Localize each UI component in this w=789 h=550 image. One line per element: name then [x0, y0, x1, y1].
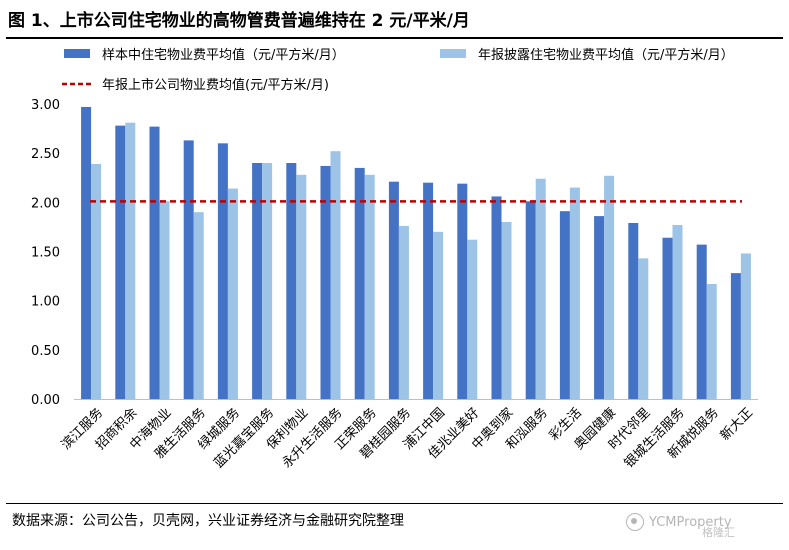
y-tick-label: 0.50 [31, 344, 60, 359]
bar-sample-average [183, 140, 194, 399]
watermark-text: YCMProperty [649, 514, 732, 530]
bar-sample-average [730, 273, 741, 399]
y-tick-label: 1.50 [31, 246, 60, 261]
legend-series-sample-swatch [64, 49, 90, 58]
bar-annual-report-average [296, 174, 307, 399]
bar-annual-report-average [159, 201, 170, 399]
bar-sample-average [320, 165, 331, 399]
bar-annual-report-average [364, 174, 375, 399]
bar-annual-report-average [569, 187, 580, 399]
bar-sample-average [628, 222, 639, 399]
bar-annual-report-average [262, 163, 273, 399]
x-category-label: 新大正 [717, 405, 756, 444]
figure-title: 图 1、上市公司住宅物业的高物管费普遍维持在 2 元/平米/月 [8, 11, 470, 31]
legend-series-annual-report-label: 年报披露住宅物业费平均值（元/平方米/月） [478, 47, 734, 63]
bar-sample-average [115, 125, 126, 399]
bar-sample-average [217, 143, 228, 399]
y-tick-label: 0.00 [31, 393, 60, 408]
bar-sample-average [525, 201, 536, 399]
bar-sample-average [696, 244, 707, 399]
wechat-icon [626, 513, 644, 531]
legend-series-annual-report-swatch [440, 49, 466, 58]
source-divider [6, 503, 783, 504]
y-tick-label: 3.00 [31, 98, 60, 113]
bar-annual-report-average [433, 231, 444, 399]
bar-sample-average [457, 183, 468, 399]
bar-sample-average [252, 163, 263, 399]
bar-sample-average [286, 163, 297, 399]
bar-sample-average [149, 126, 160, 399]
bar-annual-report-average [330, 151, 341, 399]
y-tick-label: 2.00 [31, 196, 60, 211]
data-source-note: 数据来源：公司公告，贝壳网，兴业证券经济与金融研究院整理 [12, 513, 404, 529]
bar-sample-average [594, 216, 605, 399]
bar-sample-average [491, 196, 502, 399]
bar-annual-report-average [672, 224, 683, 399]
bar-sample-average [662, 237, 673, 399]
legend-series-sample-label: 样本中住宅物业费平均值（元/平方米/月） [102, 47, 345, 63]
bar-sample-average [388, 181, 399, 399]
y-tick-label: 2.50 [31, 147, 60, 162]
bar-annual-report-average [740, 253, 751, 399]
bar-annual-report-average [706, 283, 717, 399]
y-tick-label: 1.00 [31, 295, 60, 310]
watermark: YCMProperty 格隆汇 [626, 510, 735, 539]
bar-annual-report-average [535, 178, 546, 399]
bar-sample-average [354, 167, 365, 399]
bar-annual-report-average [638, 258, 649, 399]
bar-annual-report-average [604, 175, 615, 399]
title-divider [6, 37, 783, 39]
bar-annual-report-average [501, 222, 512, 399]
bar-sample-average [559, 211, 570, 399]
bar-annual-report-average [91, 163, 102, 399]
watermark-brand: 格隆汇 [702, 526, 735, 539]
bar-annual-report-average [227, 188, 238, 399]
legend-reference-line-label: 年报上市公司物业费均值(元/平方米/月) [102, 77, 329, 93]
bar-sample-average [81, 106, 92, 399]
bar-annual-report-average [467, 239, 478, 399]
bar-sample-average [423, 182, 434, 399]
bar-annual-report-average [398, 225, 409, 399]
bar-annual-report-average [193, 212, 204, 399]
bar-chart: 样本中住宅物业费平均值（元/平方米/月） 年报披露住宅物业费平均值（元/平方米/月… [31, 47, 758, 471]
bar-annual-report-average [125, 122, 136, 399]
